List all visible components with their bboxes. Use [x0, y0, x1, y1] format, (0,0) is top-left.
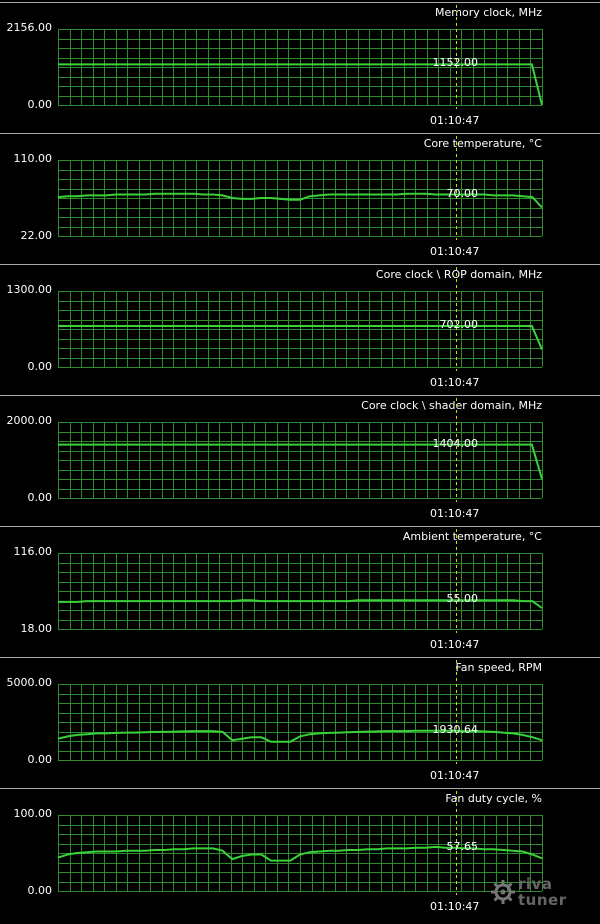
- plot-area: [57, 136, 543, 240]
- watermark-line2: tuner: [518, 891, 567, 909]
- y-axis-min-label: 0.00: [27, 884, 53, 897]
- y-axis-max-label: 1300.00: [6, 283, 53, 296]
- monitor-panel: Fan speed, RPM 5000.00 0.00 1930.64 01:10:47: [0, 657, 600, 787]
- panel-title: Core clock \ ROP domain, MHz: [375, 268, 542, 281]
- plot-area: [58, 529, 543, 633]
- plot-area: [58, 398, 543, 502]
- data-series-line: [57, 192, 543, 209]
- panel-title: Fan speed, RPM: [455, 661, 542, 674]
- data-series-line: [57, 729, 543, 743]
- y-axis-min-label: 0.00: [27, 491, 53, 504]
- plot-area: [58, 5, 543, 109]
- y-axis-max-label: 2000.00: [6, 414, 53, 427]
- y-axis-max-label: 5000.00: [6, 676, 53, 689]
- current-value-label: 1404.00: [432, 437, 479, 450]
- y-axis-min-label: 0.00: [27, 753, 53, 766]
- y-axis-min-label: 22.00: [20, 229, 53, 242]
- time-label: 01:10:47: [430, 769, 480, 782]
- y-axis-max-label: 2156.00: [6, 21, 53, 34]
- data-series-line: [58, 325, 543, 350]
- rivatuner-watermark: riva tuner: [490, 872, 588, 916]
- data-series-line: [58, 63, 543, 106]
- panel-title: Memory clock, MHz: [434, 6, 542, 19]
- panel-title: Ambient temperature, °C: [402, 530, 542, 543]
- current-value-label: 57.65: [446, 840, 479, 853]
- time-label: 01:10:47: [430, 638, 480, 651]
- time-label: 01:10:47: [430, 114, 480, 127]
- current-value-label: 702.00: [439, 318, 479, 331]
- y-axis-max-label: 100.00: [13, 807, 53, 820]
- plot-area: [58, 267, 543, 371]
- monitor-panel: Memory clock, MHz 2156.00 0.00 1152.00 01:10…: [0, 2, 600, 132]
- plot-area: [57, 660, 543, 764]
- panel-title: Fan duty cycle, %: [445, 792, 542, 805]
- current-value-label: 1930.64: [432, 723, 479, 736]
- monitor-panel: Core temperature, °C 110.00 22.00 70.00 01:1…: [0, 133, 600, 263]
- watermark-line1: riva: [518, 875, 553, 893]
- panel-title: Core temperature, °C: [423, 137, 542, 150]
- monitor-panel: Core clock \ ROP domain, MHz 1300.00 0.00 7…: [0, 264, 600, 394]
- current-value-label: 70.00: [446, 187, 479, 200]
- data-series-line: [58, 599, 543, 609]
- gear-icon: [491, 880, 515, 904]
- y-axis-max-label: 116.00: [13, 545, 53, 558]
- panel-title: Core clock \ shader domain, MHz: [361, 399, 542, 412]
- monitor-panel: Ambient temperature, °C 116.00 18.00 55.00 0…: [0, 526, 600, 656]
- monitor-panel: Fan duty cycle, % 100.00 0.00 57.65 01:10:47: [0, 788, 600, 918]
- time-label: 01:10:47: [430, 376, 480, 389]
- data-series-line: [57, 845, 543, 862]
- current-value-label: 1152.00: [432, 56, 479, 69]
- data-series-line: [58, 443, 543, 480]
- y-axis-max-label: 110.00: [13, 152, 53, 165]
- time-label: 01:10:47: [430, 507, 480, 520]
- monitor-panel: Core clock \ shader domain, MHz 2000.00 0.…: [0, 395, 600, 525]
- y-axis-min-label: 18.00: [20, 622, 53, 635]
- plot-area: [57, 791, 543, 895]
- current-value-label: 55.00: [446, 592, 479, 605]
- watermark-text: riva tuner: [518, 876, 567, 908]
- time-label: 01:10:47: [430, 900, 480, 913]
- time-label: 01:10:47: [430, 245, 480, 258]
- y-axis-min-label: 0.00: [27, 360, 53, 373]
- y-axis-min-label: 0.00: [27, 98, 53, 111]
